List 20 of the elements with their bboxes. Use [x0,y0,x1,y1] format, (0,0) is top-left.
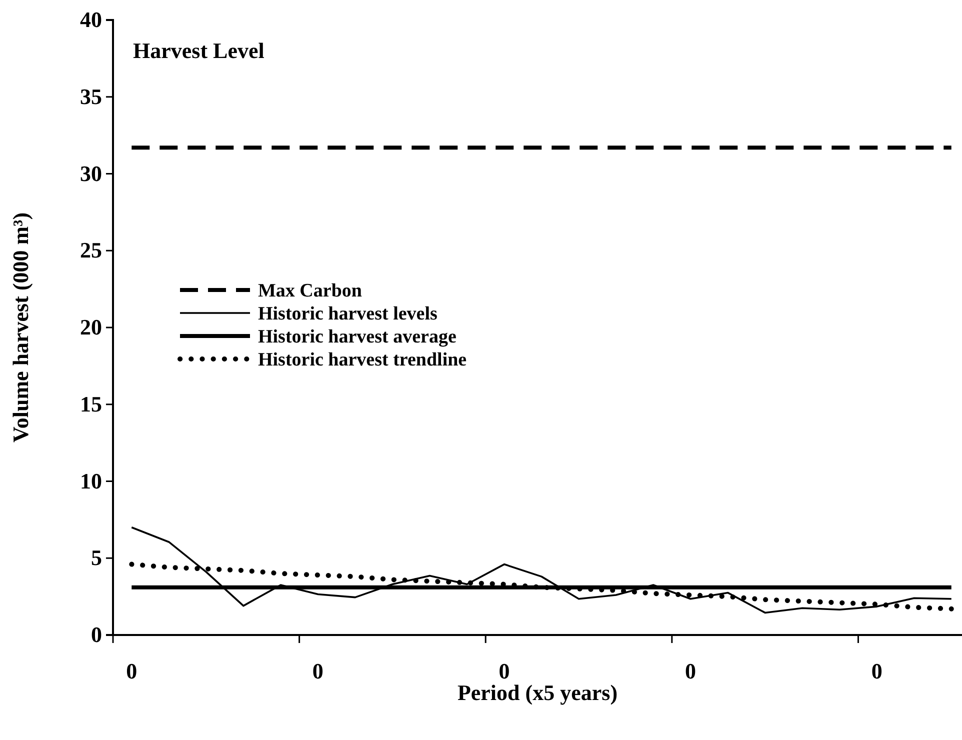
y-tick-label: 25 [80,238,102,263]
legend-label: Historic harvest trendline [258,350,467,371]
y-axis-title: Volume harvest (000 m³) [8,212,33,443]
x-tick-label: 0 [312,658,324,684]
y-tick-label: 30 [80,160,102,186]
y-tick-label: 5 [91,545,102,570]
x-tick-label: 0 [126,658,138,684]
y-tick-label: 40 [80,7,102,32]
x-tick-label: 0 [871,658,882,684]
y-tick-label: 10 [80,468,102,494]
y-tick-label: 0 [91,622,102,648]
y-tick-label: 15 [80,391,102,416]
legend-label: Historic harvest average [258,326,456,348]
text: Harvest Level [133,38,264,63]
x-tick-label: 0 [685,658,696,684]
y-tick-label: 20 [80,314,102,340]
legend-label: Max Carbon [258,280,362,302]
legend-label: Historic harvest levels [258,304,438,325]
y-tick-label: 35 [80,84,102,109]
line-series [130,526,952,614]
